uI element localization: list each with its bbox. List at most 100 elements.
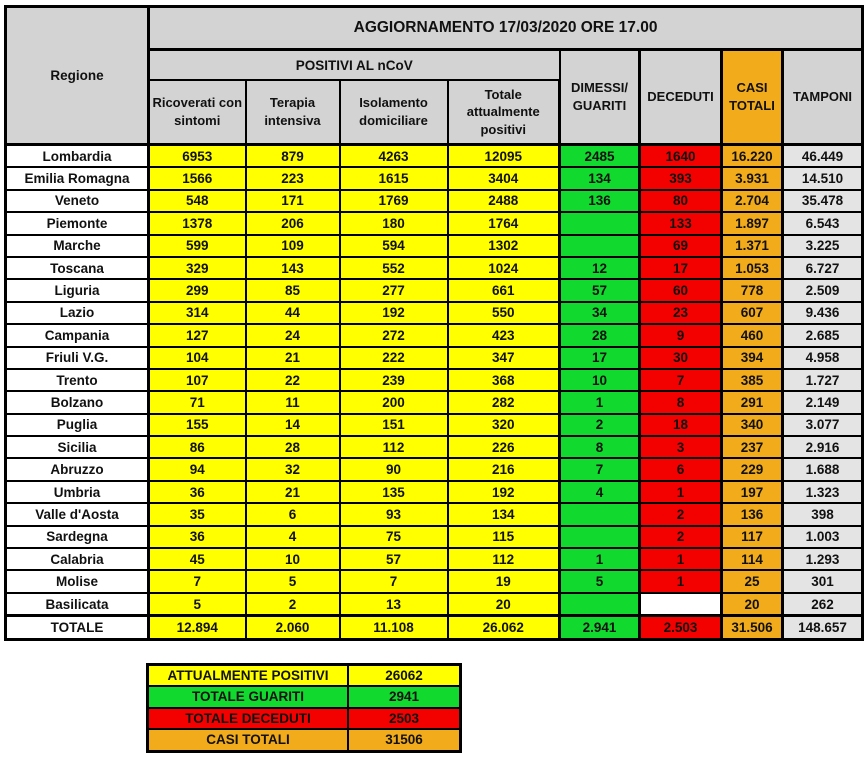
ricoverati-cell: 12.894 <box>147 614 247 641</box>
isolamento-cell: 222 <box>338 345 449 370</box>
table-header: Regione AGGIORNAMENTO 17/03/2020 ORE 17.… <box>4 5 864 146</box>
terapia-cell: 5 <box>244 569 341 594</box>
region-name-cell: Valle d'Aosta <box>4 502 150 527</box>
region-row: Trento 107 22 239 368 10 7 385 1.727 <box>4 367 864 393</box>
dimessi-guariti-cell <box>558 233 641 258</box>
attualmente-positivi-cell: 1302 <box>446 233 561 258</box>
isolamento-cell: 1769 <box>338 188 449 214</box>
tamponi-cell: 1.727 <box>781 367 864 393</box>
terapia-cell: 4 <box>244 524 341 550</box>
terapia-cell: 6 <box>244 502 341 527</box>
deceduti-cell: 18 <box>638 412 723 438</box>
deceduti-cell: 30 <box>638 345 723 370</box>
region-name-cell: Liguria <box>4 278 150 303</box>
attualmente-positivi-value: 26062 <box>347 663 462 688</box>
terapia-cell: 11 <box>244 390 341 415</box>
terapia-cell: 171 <box>244 188 341 214</box>
totale-label-cell: TOTALE <box>4 614 150 641</box>
isolamento-cell: 200 <box>338 390 449 415</box>
isolamento-cell: 192 <box>338 300 449 326</box>
terapia-cell: 32 <box>244 457 341 482</box>
terapia-cell: 22 <box>244 367 341 393</box>
dimessi-guariti-cell: 2 <box>558 412 641 438</box>
terapia-cell: 143 <box>244 255 341 281</box>
region-row: Valle d'Aosta 35 6 93 134 2 136 398 <box>4 502 864 527</box>
casi-totali-cell: 117 <box>720 524 784 550</box>
dimessi-guariti-cell: 17 <box>558 345 641 370</box>
dimessi-guariti-cell <box>558 502 641 527</box>
ricoverati-cell: 107 <box>147 367 247 393</box>
tamponi-cell: 1.688 <box>781 457 864 482</box>
terapia-cell: 44 <box>244 300 341 326</box>
region-name-cell: Friuli V.G. <box>4 345 150 370</box>
deceduti-cell: 9 <box>638 323 723 348</box>
region-name-cell: Campania <box>4 323 150 348</box>
deceduti-cell: 8 <box>638 390 723 415</box>
isolamento-cell: 180 <box>338 211 449 236</box>
isolamento-column-header: Isolamento domiciliare <box>338 79 449 146</box>
region-row: Liguria 299 85 277 661 57 60 778 2.509 <box>4 278 864 303</box>
ricoverati-cell: 599 <box>147 233 247 258</box>
attualmente-positivi-cell: 1024 <box>446 255 561 281</box>
region-row: Sicilia 86 28 112 226 8 3 237 2.916 <box>4 435 864 460</box>
attualmente-positivi-cell: 347 <box>446 345 561 370</box>
ricoverati-cell: 1378 <box>147 211 247 236</box>
terapia-cell: 109 <box>244 233 341 258</box>
casi-totali-cell: 291 <box>720 390 784 415</box>
dimessi-guariti-column-header: DIMESSI/ GUARITI <box>558 48 641 146</box>
terapia-cell: 10 <box>244 547 341 572</box>
tamponi-cell: 6.727 <box>781 255 864 281</box>
region-name-cell: Lombardia <box>4 143 150 169</box>
attualmente-positivi-cell: 423 <box>446 323 561 348</box>
deceduti-cell: 133 <box>638 211 723 236</box>
summary-row-totale-deceduti: TOTALE DECEDUTI 2503 <box>146 706 462 731</box>
region-row: Veneto 548 171 1769 2488 136 80 2.704 35.478 <box>4 188 864 214</box>
ricoverati-cell: 45 <box>147 547 247 572</box>
ricoverati-cell: 7 <box>147 569 247 594</box>
dimessi-guariti-cell: 7 <box>558 457 641 482</box>
region-name-cell: Bolzano <box>4 390 150 415</box>
casi-totali-value: 31506 <box>347 728 462 753</box>
dimessi-guariti-cell: 136 <box>558 188 641 214</box>
casi-totali-cell: 229 <box>720 457 784 482</box>
ricoverati-cell: 36 <box>147 524 247 550</box>
deceduti-cell: 3 <box>638 435 723 460</box>
ricoverati-cell: 299 <box>147 278 247 303</box>
summary-row-casi-totali: CASI TOTALI 31506 <box>146 728 462 753</box>
attualmente-positivi-cell: 3404 <box>446 166 561 191</box>
region-row: Bolzano 71 11 200 282 1 8 291 2.149 <box>4 390 864 415</box>
deceduti-cell: 69 <box>638 233 723 258</box>
dimessi-guariti-cell: 57 <box>558 278 641 303</box>
region-row: Piemonte 1378 206 180 1764 133 1.897 6.543 <box>4 211 864 236</box>
ricoverati-cell: 548 <box>147 188 247 214</box>
totale-deceduti-label: TOTALE DECEDUTI <box>146 706 349 731</box>
isolamento-cell: 151 <box>338 412 449 438</box>
deceduti-cell: 1640 <box>638 143 723 169</box>
region-name-cell: Veneto <box>4 188 150 214</box>
deceduti-cell <box>638 591 723 617</box>
terapia-intensiva-column-header: Terapia intensiva <box>244 79 341 146</box>
deceduti-cell: 2.503 <box>638 614 723 641</box>
ricoverati-column-header: Ricoverati con sintomi <box>147 79 247 146</box>
casi-totali-cell: 1.897 <box>720 211 784 236</box>
tamponi-column-header: TAMPONI <box>781 48 864 146</box>
tamponi-cell: 1.323 <box>781 479 864 505</box>
tamponi-cell: 1.293 <box>781 547 864 572</box>
region-row: Emilia Romagna 1566 223 1615 3404 134 393 3.931… <box>4 166 864 191</box>
isolamento-cell: 7 <box>338 569 449 594</box>
dimessi-guariti-cell: 8 <box>558 435 641 460</box>
totale-row: TOTALE 12.894 2.060 11.108 26.062 2.941 2.503 3… <box>4 614 864 641</box>
region-row: Lombardia 6953 879 4263 12095 2485 1640 16.220 4… <box>4 143 864 169</box>
terapia-cell: 85 <box>244 278 341 303</box>
deceduti-cell: 17 <box>638 255 723 281</box>
totale-attualmente-positivi-column-header: Totale attualmente positivi <box>446 79 561 146</box>
dimessi-guariti-cell: 2.941 <box>558 614 641 641</box>
isolamento-cell: 93 <box>338 502 449 527</box>
isolamento-cell: 13 <box>338 591 449 617</box>
attualmente-positivi-cell: 115 <box>446 524 561 550</box>
dimessi-guariti-cell: 4 <box>558 479 641 505</box>
ricoverati-cell: 71 <box>147 390 247 415</box>
totale-deceduti-value: 2503 <box>347 706 462 731</box>
tamponi-cell: 14.510 <box>781 166 864 191</box>
ricoverati-cell: 86 <box>147 435 247 460</box>
